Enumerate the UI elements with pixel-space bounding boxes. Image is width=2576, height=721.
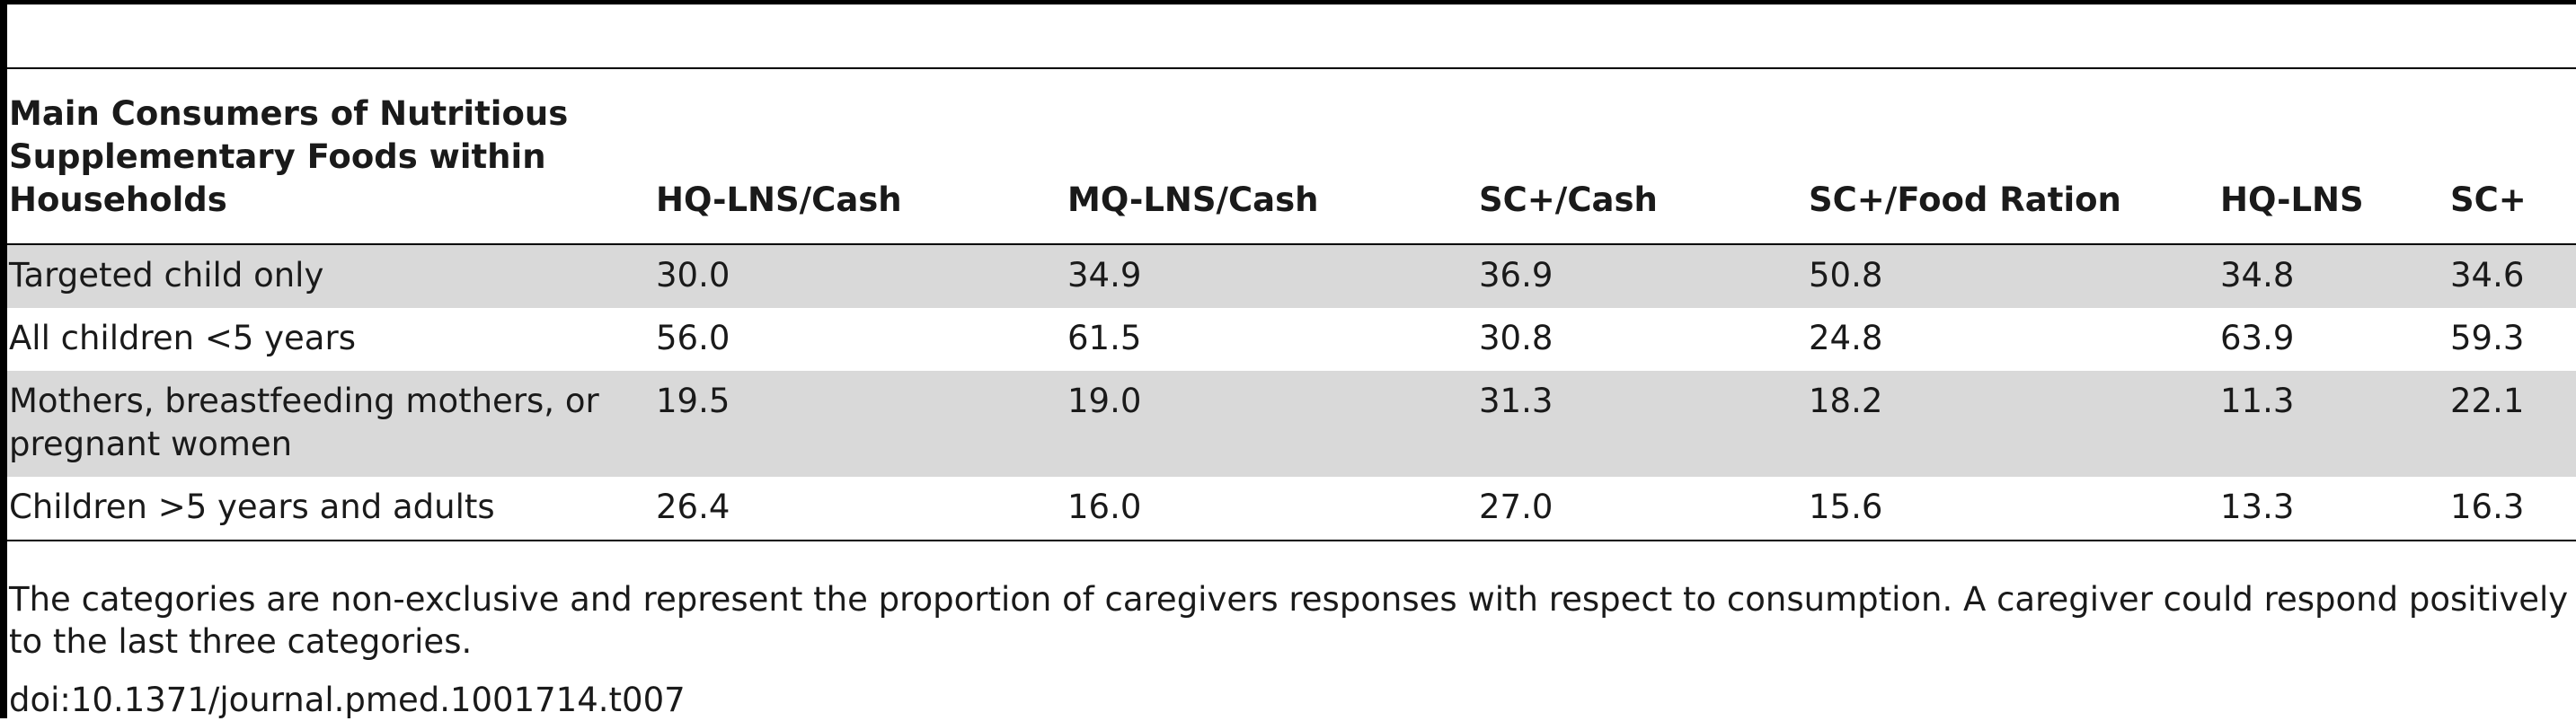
header-mq-lns-cash: MQ-LNS/Cash — [1067, 180, 1319, 219]
table-cell: 18.2 — [1807, 371, 2218, 477]
doi-citation: doi:10.1371/journal.pmed.1001714.t007 — [9, 681, 686, 719]
header-hq-lns: HQ-LNS — [2220, 180, 2364, 219]
table-row: All children <5 years 56.0 61.5 30.8 24.… — [7, 308, 2576, 371]
table-cell: 24.8 — [1809, 319, 1883, 357]
table-cell: 27.0 — [1479, 488, 1554, 526]
table-cell: 30.0 — [654, 244, 1066, 308]
row-label: Children >5 years and adults — [9, 488, 495, 526]
table-cell: 36.9 — [1477, 244, 1807, 308]
table-cell: 50.8 — [1807, 244, 2218, 308]
header-sc-food-ration: SC+/Food Ration — [1809, 180, 2121, 219]
left-border-rule — [0, 0, 7, 718]
row-label: Mothers, breastfeeding mothers, or pregn… — [7, 371, 654, 477]
header-sc-cash: SC+/Cash — [1479, 180, 1658, 219]
table-cell: 19.5 — [654, 371, 1066, 477]
table-cell: 16.3 — [2450, 488, 2525, 526]
table-cell: 63.9 — [2220, 319, 2295, 357]
table-cell: 56.0 — [656, 319, 730, 357]
row-label: Targeted child only — [7, 244, 654, 308]
table-row: Targeted child only 30.0 34.9 36.9 50.8 … — [7, 244, 2576, 308]
consumption-table-container: Main Consumers of Nutritious Supplementa… — [7, 67, 2576, 541]
table-cell: 11.3 — [2218, 371, 2448, 477]
table-cell: 34.6 — [2448, 244, 2576, 308]
top-border-rule — [0, 0, 2576, 4]
table-cell: 31.3 — [1477, 371, 1807, 477]
table-row: Mothers, breastfeeding mothers, or pregn… — [7, 371, 2576, 477]
table-header-row: Main Consumers of Nutritious Supplementa… — [7, 68, 2576, 244]
row-label: All children <5 years — [9, 319, 356, 357]
table-cell: 34.9 — [1066, 244, 1477, 308]
header-sc: SC+ — [2450, 180, 2527, 219]
table-cell: 26.4 — [656, 488, 730, 526]
table-cell: 22.1 — [2448, 371, 2576, 477]
table-cell: 15.6 — [1809, 488, 1883, 526]
table-cell: 34.8 — [2218, 244, 2448, 308]
consumption-table: Main Consumers of Nutritious Supplementa… — [7, 67, 2576, 541]
table-row: Children >5 years and adults 26.4 16.0 2… — [7, 477, 2576, 541]
table-cell: 13.3 — [2220, 488, 2295, 526]
table-cell: 16.0 — [1067, 488, 1142, 526]
table-cell: 61.5 — [1067, 319, 1142, 357]
table-footnote: The categories are non-exclusive and rep… — [9, 580, 2569, 661]
table-cell: 19.0 — [1066, 371, 1477, 477]
table-cell: 30.8 — [1479, 319, 1554, 357]
table-cell: 59.3 — [2450, 319, 2525, 357]
header-main-consumers: Main Consumers of Nutritious Supplementa… — [9, 94, 569, 219]
header-hq-lns-cash: HQ-LNS/Cash — [656, 180, 902, 219]
